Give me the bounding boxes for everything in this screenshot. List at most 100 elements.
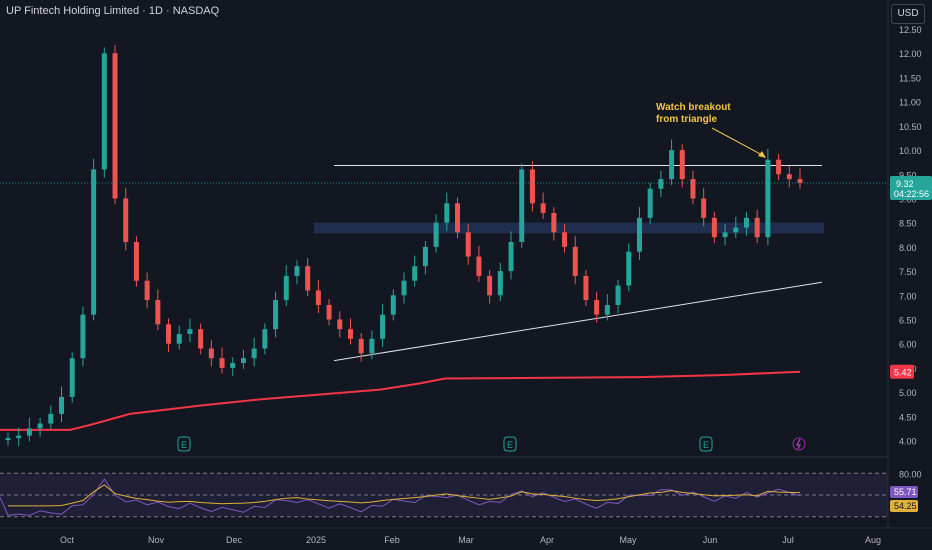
candle-body[interactable] xyxy=(701,198,707,218)
candle-body[interactable] xyxy=(776,159,782,175)
lightning-bolt-glyph xyxy=(796,438,801,450)
candle-body[interactable] xyxy=(722,232,728,238)
candle-body[interactable] xyxy=(219,358,225,368)
candle-body[interactable] xyxy=(626,251,632,286)
annotation-line1[interactable]: Watch breakout xyxy=(656,102,731,113)
candle-body[interactable] xyxy=(305,266,311,291)
candle-body[interactable] xyxy=(16,435,22,439)
earnings-event-label: E xyxy=(703,440,709,450)
earnings-event-marker[interactable] xyxy=(503,436,517,452)
candle-body[interactable] xyxy=(390,295,396,315)
candle-body[interactable] xyxy=(251,348,257,359)
candle-body[interactable] xyxy=(562,232,568,247)
candle-body[interactable] xyxy=(647,188,653,218)
candle-body[interactable] xyxy=(112,53,118,199)
candle-body[interactable] xyxy=(176,333,182,344)
candle-body[interactable] xyxy=(797,179,803,183)
lightning-icon[interactable] xyxy=(792,437,806,451)
candle-body[interactable] xyxy=(529,169,535,204)
candle-body[interactable] xyxy=(59,396,65,414)
rsi-value-text: 55.71 xyxy=(894,487,917,497)
last-price-value: 9.32 xyxy=(896,179,914,189)
price-axis-panel[interactable] xyxy=(888,0,932,550)
candle-body[interactable] xyxy=(583,275,589,301)
time-axis-label: 2025 xyxy=(306,535,326,545)
candle-body[interactable] xyxy=(166,324,172,344)
candle-body[interactable] xyxy=(37,423,43,429)
time-axis-label: Jul xyxy=(782,535,794,545)
candle-body[interactable] xyxy=(230,363,236,368)
candle-body[interactable] xyxy=(733,227,739,233)
ascending-trendline[interactable] xyxy=(333,281,823,362)
candle-body[interactable] xyxy=(444,203,450,223)
earnings-event-marker[interactable] xyxy=(177,436,191,452)
candle-body[interactable] xyxy=(123,198,129,243)
candle-body[interactable] xyxy=(347,329,353,339)
candle-body[interactable] xyxy=(412,266,418,281)
candle-body[interactable] xyxy=(69,358,75,397)
currency-button[interactable]: USD xyxy=(891,4,925,24)
candle-body[interactable] xyxy=(101,53,107,170)
candle-body[interactable] xyxy=(401,280,407,296)
candle-body[interactable] xyxy=(48,413,54,424)
candle-body[interactable] xyxy=(369,338,375,354)
annotation-line2[interactable]: from triangle xyxy=(656,114,718,125)
candle-body[interactable] xyxy=(294,266,300,276)
candle-body[interactable] xyxy=(380,314,386,339)
candle-body[interactable] xyxy=(198,329,204,349)
time-axis-label: Mar xyxy=(458,535,474,545)
price-tick-label: 4.50 xyxy=(899,412,917,422)
candle-body[interactable] xyxy=(669,150,675,180)
rsi-line[interactable] xyxy=(0,478,801,516)
candle-body[interactable] xyxy=(455,203,461,233)
candle-body[interactable] xyxy=(262,329,268,349)
candle-body[interactable] xyxy=(315,290,321,305)
candle-body[interactable] xyxy=(551,212,557,233)
candle-body[interactable] xyxy=(155,300,161,325)
price-tick-label: 8.00 xyxy=(899,243,917,253)
candle-body[interactable] xyxy=(487,275,493,296)
candle-body[interactable] xyxy=(615,285,621,305)
candle-body[interactable] xyxy=(476,256,482,276)
candle-body[interactable] xyxy=(422,246,428,267)
candle-body[interactable] xyxy=(326,304,332,320)
candle-body[interactable] xyxy=(786,174,792,180)
candle-body[interactable] xyxy=(604,304,610,315)
candle-body[interactable] xyxy=(144,280,150,301)
candle-body[interactable] xyxy=(133,242,139,281)
earnings-event-marker[interactable] xyxy=(699,436,713,452)
candle-body[interactable] xyxy=(658,179,664,189)
countdown-value: 04:22:56 xyxy=(894,189,929,199)
candle-body[interactable] xyxy=(690,179,696,199)
candle-body[interactable] xyxy=(519,169,525,243)
candle-body[interactable] xyxy=(337,319,343,330)
time-axis-label: Apr xyxy=(540,535,554,545)
candle-body[interactable] xyxy=(679,150,685,180)
candle-body[interactable] xyxy=(743,217,749,228)
candle-body[interactable] xyxy=(5,438,11,441)
candle-body[interactable] xyxy=(465,232,471,257)
price-tick-label: 10.50 xyxy=(899,122,922,132)
candle-body[interactable] xyxy=(765,159,771,238)
candle-body[interactable] xyxy=(240,358,246,364)
candle-body[interactable] xyxy=(594,300,600,315)
candle-body[interactable] xyxy=(711,217,717,238)
candle-body[interactable] xyxy=(508,242,514,272)
candle-body[interactable] xyxy=(358,338,364,354)
candle-body[interactable] xyxy=(26,428,32,436)
candle-body[interactable] xyxy=(208,348,214,359)
candle-body[interactable] xyxy=(80,314,86,359)
candle-body[interactable] xyxy=(572,246,578,276)
candle-body[interactable] xyxy=(273,300,279,330)
candle-body[interactable] xyxy=(497,271,503,296)
candle-body[interactable] xyxy=(283,275,289,301)
candle-body[interactable] xyxy=(187,329,193,334)
annotation-arrow[interactable] xyxy=(711,127,765,157)
candle-body[interactable] xyxy=(91,169,97,315)
candle-body[interactable] xyxy=(636,217,642,252)
candle-body[interactable] xyxy=(540,203,546,213)
candle-body[interactable] xyxy=(754,217,760,238)
candle-body[interactable] xyxy=(433,222,439,247)
demand-zone[interactable] xyxy=(314,222,824,234)
